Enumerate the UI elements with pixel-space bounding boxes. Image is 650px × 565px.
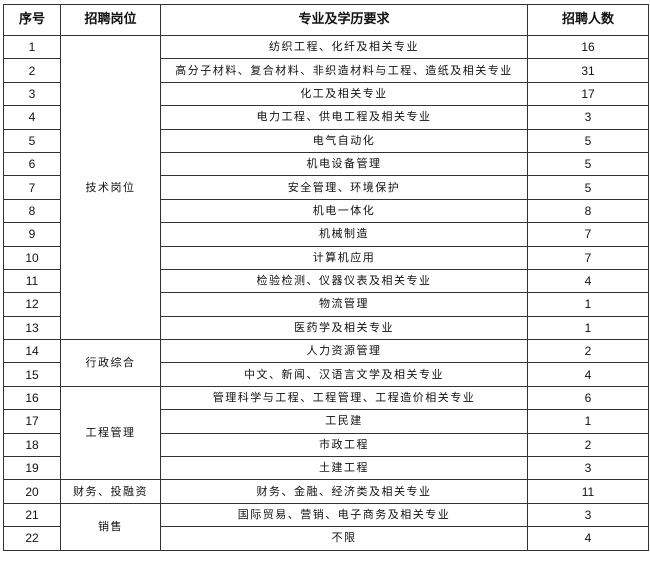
requirement-cell: 土建工程 — [160, 456, 528, 481]
count-cell: 1 — [527, 292, 649, 317]
row-number: 15 — [3, 362, 61, 387]
requirement-cell: 医药学及相关专业 — [160, 315, 528, 341]
count-cell: 5 — [527, 128, 649, 153]
table-row: 1 技术岗位 纺织工程、化纤及相关专业 16 — [3, 34, 649, 341]
row-number: 20 — [3, 479, 61, 504]
row-number: 9 — [3, 222, 61, 247]
header-requirement: 专业及学历要求 — [160, 4, 528, 36]
table-row: 18 市政工程 2 — [3, 432, 649, 458]
count-cell: 2 — [527, 339, 649, 364]
requirement-cell: 机电设备管理 — [160, 151, 528, 177]
table-row: 9 机械制造 7 — [3, 222, 649, 247]
position-cell: 技术岗位 — [60, 34, 161, 341]
position-cell: 工程管理 — [60, 385, 161, 481]
count-cell: 11 — [527, 479, 649, 504]
count-cell: 7 — [527, 245, 649, 270]
count-cell: 5 — [527, 175, 649, 200]
requirement-cell: 计算机应用 — [160, 245, 528, 270]
row-number: 14 — [3, 339, 61, 364]
count-cell: 16 — [527, 34, 649, 60]
requirement-cell: 高分子材料、复合材料、非织造材料与工程、造纸及相关专业 — [160, 58, 528, 83]
table-row: 10 计算机应用 7 — [3, 245, 649, 270]
header-count: 招聘人数 — [527, 4, 649, 36]
row-number: 11 — [3, 268, 61, 294]
row-number: 5 — [3, 128, 61, 153]
requirement-cell: 国际贸易、营销、电子商务及相关专业 — [160, 502, 528, 528]
row-number: 4 — [3, 105, 61, 130]
requirement-cell: 市政工程 — [160, 432, 528, 458]
count-cell: 3 — [527, 105, 649, 130]
requirement-cell: 人力资源管理 — [160, 339, 528, 364]
table-row: 16 工程管理 管理科学与工程、工程管理、工程造价相关专业 6 — [3, 385, 649, 481]
requirement-cell: 不限 — [160, 526, 528, 551]
row-number: 7 — [3, 175, 61, 200]
row-number: 17 — [3, 409, 61, 434]
header-position: 招聘岗位 — [60, 4, 161, 36]
requirement-cell: 工民建 — [160, 409, 528, 434]
requirement-cell: 机电一体化 — [160, 198, 528, 224]
table-row: 21 销售 国际贸易、营销、电子商务及相关专业 3 — [3, 502, 649, 551]
table-row: 15 中文、新闻、汉语言文学及相关专业 4 — [3, 362, 649, 387]
table-row: 20 财务、投融资 财务、金融、经济类及相关专业 11 — [3, 479, 649, 504]
requirement-cell: 物流管理 — [160, 292, 528, 317]
count-cell: 4 — [527, 526, 649, 551]
header-row: 序号 招聘岗位 专业及学历要求 招聘人数 — [3, 4, 649, 36]
count-cell: 2 — [527, 432, 649, 458]
requirement-cell: 化工及相关专业 — [160, 81, 528, 107]
requirement-cell: 管理科学与工程、工程管理、工程造价相关专业 — [160, 385, 528, 411]
count-cell: 6 — [527, 385, 649, 411]
count-cell: 5 — [527, 151, 649, 177]
table-row: 22 不限 4 — [3, 526, 649, 551]
requirement-cell: 机械制造 — [160, 222, 528, 247]
row-number: 21 — [3, 502, 61, 528]
row-number: 2 — [3, 58, 61, 83]
table-row: 7 安全管理、环境保护 5 — [3, 175, 649, 200]
count-cell: 31 — [527, 58, 649, 83]
row-number: 6 — [3, 151, 61, 177]
count-cell: 17 — [527, 81, 649, 107]
row-number: 13 — [3, 315, 61, 341]
table-row: 17 工民建 1 — [3, 409, 649, 434]
table-row: 3 化工及相关专业 17 — [3, 81, 649, 107]
count-cell: 3 — [527, 456, 649, 481]
table-row: 12 物流管理 1 — [3, 292, 649, 317]
count-cell: 7 — [527, 222, 649, 247]
table-row: 6 机电设备管理 5 — [3, 151, 649, 177]
requirement-cell: 安全管理、环境保护 — [160, 175, 528, 200]
header-no: 序号 — [3, 4, 61, 36]
row-number: 16 — [3, 385, 61, 411]
count-cell: 1 — [527, 409, 649, 434]
row-number: 3 — [3, 81, 61, 107]
row-number: 12 — [3, 292, 61, 317]
count-cell: 1 — [527, 315, 649, 341]
table-row: 8 机电一体化 8 — [3, 198, 649, 224]
requirement-cell: 电力工程、供电工程及相关专业 — [160, 105, 528, 130]
row-number: 10 — [3, 245, 61, 270]
requirement-cell: 检验检测、仪器仪表及相关专业 — [160, 268, 528, 294]
recruitment-table: 序号 招聘岗位 专业及学历要求 招聘人数 1 技术岗位 纺织工程、化纤及相关专业 16… — [3, 4, 649, 551]
table-row: 11 检验检测、仪器仪表及相关专业 4 — [3, 268, 649, 294]
count-cell: 3 — [527, 502, 649, 528]
position-cell: 行政综合 — [60, 339, 161, 387]
position-cell: 销售 — [60, 502, 161, 551]
row-number: 1 — [3, 34, 61, 60]
row-number: 22 — [3, 526, 61, 551]
table-row: 14 行政综合 人力资源管理 2 — [3, 339, 649, 387]
count-cell: 4 — [527, 362, 649, 387]
requirement-cell: 纺织工程、化纤及相关专业 — [160, 34, 528, 60]
row-number: 19 — [3, 456, 61, 481]
requirement-cell: 电气自动化 — [160, 128, 528, 153]
row-number: 18 — [3, 432, 61, 458]
requirement-cell: 财务、金融、经济类及相关专业 — [160, 479, 528, 504]
row-number: 8 — [3, 198, 61, 224]
requirement-cell: 中文、新闻、汉语言文学及相关专业 — [160, 362, 528, 387]
count-cell: 8 — [527, 198, 649, 224]
table-row: 13 医药学及相关专业 1 — [3, 315, 649, 341]
table-row: 19 土建工程 3 — [3, 456, 649, 481]
count-cell: 4 — [527, 268, 649, 294]
position-cell: 财务、投融资 — [60, 479, 161, 504]
